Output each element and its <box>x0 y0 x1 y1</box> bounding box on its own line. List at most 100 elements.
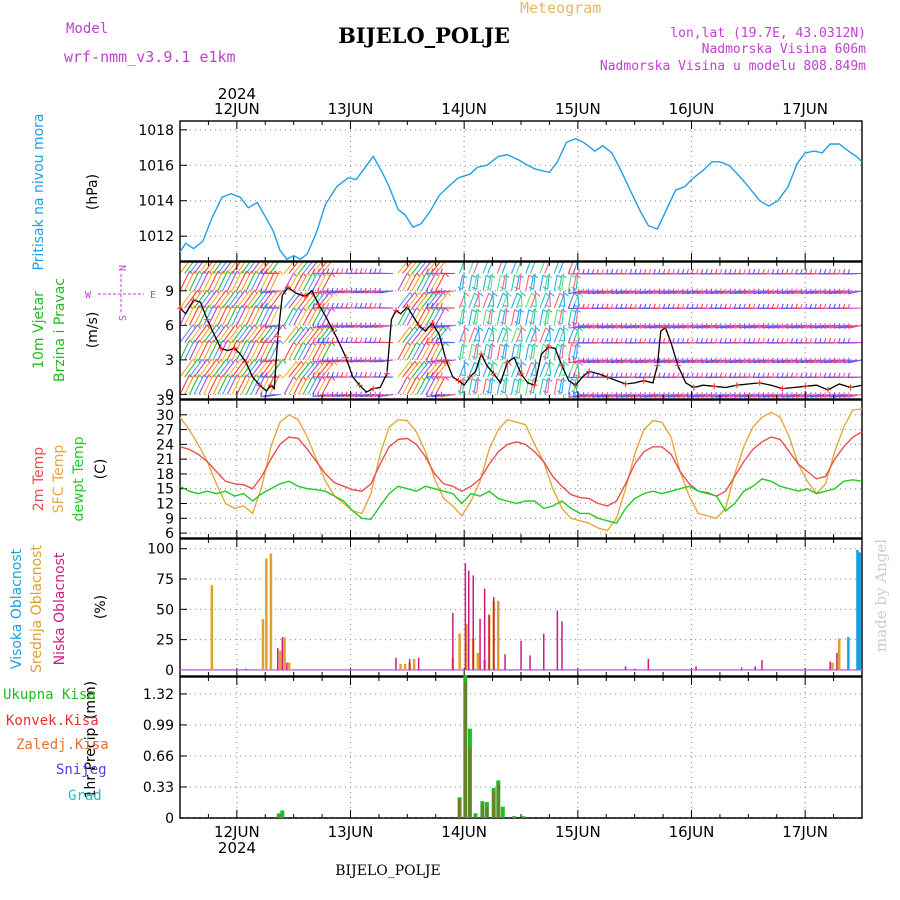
wind-barb <box>772 324 787 329</box>
wind-barb-flag <box>762 303 765 309</box>
wind-barb-flag <box>700 288 703 294</box>
wind-barb-flag <box>705 269 708 275</box>
wind-barb <box>193 270 205 292</box>
wind-barb <box>297 326 312 343</box>
wind-barb-flag <box>648 338 652 344</box>
mid-cloud-bar <box>497 600 500 670</box>
wind-barb-flag <box>620 338 623 344</box>
wind-barb-flag <box>435 268 439 274</box>
wind-barb <box>800 290 815 295</box>
wind-barb <box>630 324 645 329</box>
wind-barb <box>805 324 820 329</box>
wind-barb-flag <box>531 373 537 377</box>
wind-barb <box>729 290 744 295</box>
wind-barb-flag <box>729 372 732 378</box>
low-cloud-bar <box>633 668 636 670</box>
wind-barb-flag <box>568 372 571 378</box>
wind-barb-flag <box>312 268 316 274</box>
wind-barb-flag <box>757 288 760 294</box>
wind-barb <box>321 262 332 274</box>
wind-barb-flag <box>517 409 522 410</box>
wind-barb-flag <box>790 269 794 275</box>
wind-barb-flag <box>528 343 534 348</box>
wind-speed-point <box>267 382 274 389</box>
wind-barb-flag <box>620 392 623 398</box>
wind-barb <box>601 393 616 398</box>
wind-barb <box>435 376 446 395</box>
wind-barb-flag <box>326 287 329 294</box>
wind-barb <box>601 290 616 295</box>
wind-barb <box>567 344 572 361</box>
wind-barb-flag <box>639 269 642 275</box>
wind-barb <box>180 339 191 361</box>
wind-barb <box>553 274 558 291</box>
wind-barb-flag <box>355 391 358 397</box>
low-cloud-bar <box>488 615 490 670</box>
wind-barb <box>217 305 228 326</box>
wind-barb-flag <box>440 372 443 378</box>
wind-barb-flag <box>504 378 510 382</box>
date-tick-label: 13JUN <box>328 823 374 841</box>
wind-barb <box>710 359 725 364</box>
wind-barb <box>575 308 579 325</box>
wind-barb <box>597 359 612 364</box>
wind-barb <box>283 361 297 378</box>
wind-barb <box>819 290 834 295</box>
wind-barb-flag <box>743 303 746 309</box>
wind-barb-flag <box>561 274 567 279</box>
wind-barb <box>696 324 711 329</box>
wind-barb-flag <box>479 292 484 297</box>
wind-barb <box>316 307 328 326</box>
wind-speed-point <box>415 322 422 329</box>
wind-barb <box>250 374 262 395</box>
wind-barb <box>620 393 635 398</box>
y-tick-label: 0.99 <box>143 718 174 734</box>
wind-barb <box>805 359 820 364</box>
wind-barb-flag <box>766 303 770 309</box>
wind-barb <box>312 291 326 309</box>
wind-barb-flag <box>795 269 798 275</box>
wind-barb <box>847 376 862 379</box>
wind-barb-flag <box>557 390 563 394</box>
wind-barb-flag <box>430 302 434 308</box>
wind-barb-flag <box>753 392 755 398</box>
wind-barb-flag <box>373 302 377 308</box>
wind-barb-flag <box>610 357 613 363</box>
wind-barb <box>207 305 219 326</box>
wind-speed-point <box>404 303 411 310</box>
wind-barb-flag <box>430 357 433 363</box>
wind-barb-flag <box>264 302 268 308</box>
wind-barb-flag <box>212 256 215 260</box>
legend-graupel: Grad <box>68 788 102 804</box>
wind-barb <box>297 272 309 292</box>
wind-barb-flag <box>430 268 434 274</box>
low-cloud-bar <box>520 640 522 670</box>
wind-barb-flag <box>662 338 666 344</box>
wind-barb-flag <box>568 303 571 309</box>
wind-barb <box>316 361 331 378</box>
wind-barb <box>477 394 480 399</box>
wind-barb <box>411 376 422 395</box>
wind-barb-flag <box>819 269 822 275</box>
wind-barb <box>425 376 437 395</box>
wind-barb <box>222 270 233 292</box>
wind-barb-flag <box>596 357 599 363</box>
wind-barb-flag <box>476 378 482 382</box>
wind-barb-flag <box>582 303 585 309</box>
wind-barb-flag <box>842 269 846 275</box>
wind-barb-flag <box>667 269 671 275</box>
wind-barb-flag <box>748 338 751 344</box>
wind-barb-flag <box>317 391 320 397</box>
wind-barb-flag <box>771 303 775 309</box>
wind-barb <box>260 358 274 378</box>
wind-barb-flag <box>828 303 832 309</box>
wind-barb <box>848 324 862 329</box>
wind-barb-flag <box>462 309 468 313</box>
wind-barb-flag <box>620 269 623 275</box>
wind-speed-line <box>179 286 863 393</box>
low-cloud-bar <box>468 570 470 670</box>
wind-barb <box>341 359 356 363</box>
wind-barb <box>518 308 522 325</box>
wind-barb-flag <box>312 391 315 397</box>
wind-barb-flag <box>757 269 761 275</box>
